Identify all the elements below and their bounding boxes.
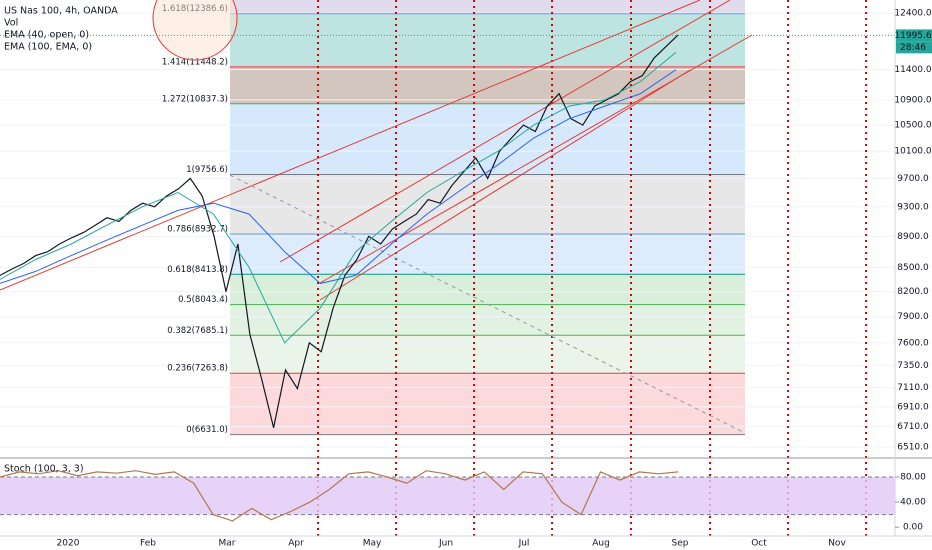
y-tick-label: 7110.0	[897, 383, 929, 393]
y-tick-label: 9700.0	[897, 174, 929, 184]
x-tick-label: 2020	[57, 539, 80, 549]
fib-zone	[230, 66, 745, 104]
stoch-name: Stoch (100, 3, 3)	[4, 464, 84, 475]
series-line	[0, 34, 679, 428]
y-tick-label: 8200.0	[897, 287, 929, 297]
x-tick-label: May	[363, 539, 382, 549]
fib-label: 0.5(8043.4)	[178, 295, 228, 305]
x-tick-label: Sep	[672, 539, 689, 549]
fib-zone	[230, 233, 745, 275]
y-tick-label: 6910.0	[897, 402, 929, 412]
y-tick-label: 10100.0	[894, 147, 931, 157]
x-tick-label: Oct	[751, 539, 767, 549]
y-tick-label: 7900.0	[897, 312, 929, 322]
last-price-label: 11995.6	[894, 31, 931, 41]
trend-line	[0, 0, 701, 291]
legend-title: US Nas 100, 4h, OANDA	[4, 6, 118, 17]
x-tick-label: Jun	[438, 539, 453, 549]
fib-zone	[230, 373, 745, 435]
circle-drawing	[152, 0, 238, 61]
stoch-band	[0, 476, 895, 515]
stoch-tick-label: 40.00	[900, 498, 926, 508]
y-tick-label: 7600.0	[897, 338, 929, 348]
legend-item: EMA (40, open, 0)	[4, 30, 89, 41]
stoch-tick-label: 0.00	[903, 523, 923, 533]
x-tick-label: Jul	[518, 539, 530, 549]
y-tick-label: 12400.0	[894, 9, 931, 19]
fib-label: 1(9756.6)	[186, 165, 228, 175]
fib-zone	[230, 335, 745, 374]
fib-zone	[230, 304, 745, 336]
x-tick-label: Mar	[219, 539, 236, 549]
x-tick-label: Feb	[140, 539, 156, 549]
fib-label: 0.382(7685.1)	[167, 326, 228, 336]
y-tick-label: 9300.0	[897, 202, 929, 212]
countdown: 28:46	[900, 43, 926, 53]
last-price-tag	[896, 29, 932, 42]
fib-zone-top	[230, 0, 745, 14]
legend-item: EMA (100, EMA, 0)	[4, 42, 92, 53]
fib-zone	[230, 274, 745, 305]
fib-label: 1.414(11448.2)	[162, 57, 228, 67]
y-tick-label: 6710.0	[897, 422, 929, 432]
fib-zone	[230, 13, 745, 67]
x-tick-label: Apr	[288, 539, 304, 549]
fib-zone	[230, 174, 745, 234]
y-tick-label: 8900.0	[897, 232, 929, 242]
fib-label: 0.236(7263.8)	[167, 364, 228, 374]
y-tick-label: 8500.0	[897, 263, 929, 273]
trend-line	[279, 0, 731, 263]
stoch-line	[0, 470, 679, 522]
fib-label: 0(6631.0)	[186, 425, 228, 435]
y-tick-label: 7350.0	[897, 361, 929, 371]
x-tick-label: Aug	[592, 539, 610, 549]
y-tick-label: 10900.0	[894, 95, 931, 105]
y-tick-label: 6510.0	[897, 443, 929, 453]
series-line	[0, 51, 677, 344]
fib-label: 0.786(8932.7)	[167, 224, 228, 234]
stoch-tick-label: 80.00	[900, 472, 926, 482]
fib-label: 1.272(10837.3)	[162, 94, 228, 104]
trend-line	[319, 69, 691, 301]
countdown-tag	[896, 41, 932, 54]
fib-zone	[230, 103, 745, 175]
fib-label: 0.618(8413.8)	[167, 265, 228, 275]
fib-diagonal	[229, 174, 746, 434]
y-tick-label: 11400.0	[894, 65, 931, 75]
y-tick-label: 10500.0	[894, 121, 931, 131]
x-tick-label: Nov	[828, 539, 846, 549]
series-line	[0, 69, 677, 284]
legend-item: Vol	[4, 18, 18, 29]
